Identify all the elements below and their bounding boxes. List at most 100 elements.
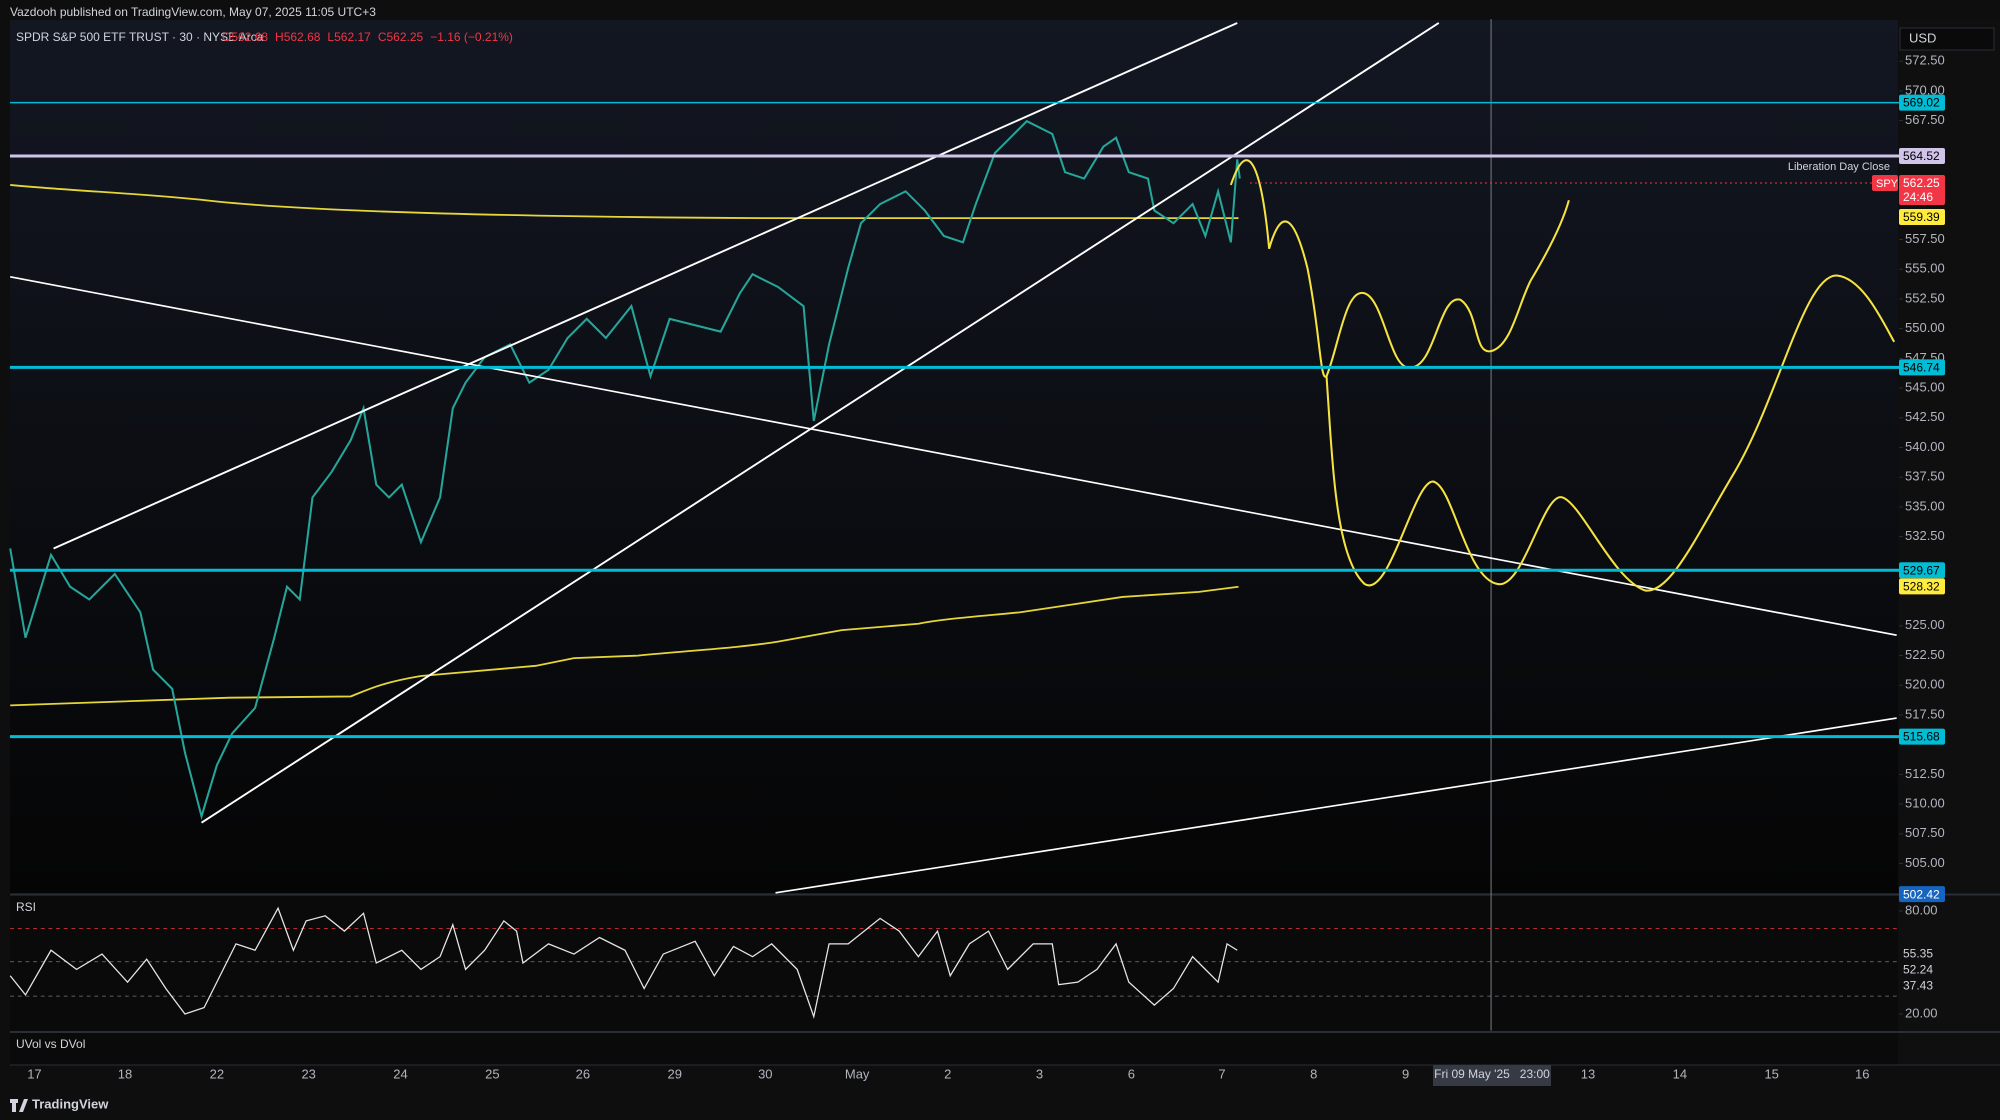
time-label: 8 (1310, 1066, 1317, 1081)
projection (1229, 159, 1570, 378)
rsi-pane (10, 896, 1898, 1031)
uvol-title: UVol vs DVol (16, 1037, 85, 1051)
level-label: 502.42 (1903, 887, 1940, 901)
ohlc-low: L562.17 (327, 30, 371, 44)
time-label: 2 (944, 1066, 951, 1081)
moving-average (10, 585, 1239, 707)
price-tick-label: 552.50 (1905, 290, 1945, 305)
price-tick-label: 507.50 (1905, 825, 1945, 840)
price-tick-label: 567.50 (1905, 112, 1945, 127)
price-tick-label: 532.50 (1905, 528, 1945, 543)
currency: USD (1909, 30, 1936, 45)
uvol-pane (10, 1033, 1898, 1065)
price-tick-label: 555.00 (1905, 261, 1945, 276)
time-label: 18 (118, 1066, 132, 1081)
time-label: 29 (668, 1066, 682, 1081)
ohlc-change: −1.16 (−0.21%) (430, 30, 513, 44)
price-tick-label: 540.00 (1905, 439, 1945, 454)
price-tick-label: 572.50 (1905, 53, 1945, 68)
time-label: 30 (758, 1066, 772, 1081)
price-tick-label: 505.00 (1905, 855, 1945, 870)
price-tick-label: 510.00 (1905, 796, 1945, 811)
level-box (1899, 148, 1945, 165)
footer-bar (0, 1091, 2000, 1120)
countdown: 24:46 (1903, 190, 1933, 204)
annotation: Liberation Day Close (1788, 161, 1890, 173)
level-label: 515.68 (1903, 730, 1940, 744)
price-tick-label: 535.00 (1905, 498, 1945, 513)
time-label: 3 (1036, 1066, 1043, 1081)
trendline (10, 275, 1897, 637)
level-label: 559.39 (1903, 210, 1940, 224)
rsi-value-label: 52.24 (1903, 962, 1933, 976)
rsi-value-label: 37.43 (1903, 978, 1933, 992)
time-label: 15 (1764, 1066, 1778, 1081)
ohlc-open: O562.68 (222, 30, 268, 44)
ohlc-close: C562.25 (378, 30, 424, 44)
price-tick-label: 550.00 (1905, 320, 1945, 335)
time-label: May (845, 1066, 870, 1081)
trendline (53, 22, 1238, 550)
price-path (9, 119, 1241, 821)
level-box (1899, 94, 1945, 111)
publisher: Vazdooh published on TradingView.com, Ma… (10, 5, 376, 19)
time-label: 7 (1218, 1066, 1225, 1081)
rsi-value-label: 55.35 (1903, 946, 1933, 960)
price-tick-label: 525.00 (1905, 617, 1945, 632)
last-price-box (1899, 175, 1945, 206)
rsi-tick-label: 20.00 (1905, 1005, 1938, 1020)
time-label: 26 (576, 1066, 590, 1081)
rsi-value-box (1899, 961, 1945, 978)
crosshair-label: Fri 09 May '25 23:00 (1434, 1067, 1550, 1081)
rsi-tick-label: 80.00 (1905, 902, 1938, 917)
ohlc-high: H562.68 (275, 30, 321, 44)
price-tick-label: 557.50 (1905, 231, 1945, 246)
level-box (1899, 886, 1945, 903)
time-label: 13 (1581, 1066, 1595, 1081)
drawings (9, 19, 1898, 1031)
price-tick-label: 537.50 (1905, 469, 1945, 484)
price-tick-label: 542.50 (1905, 409, 1945, 424)
symbol-label: SPY (1876, 178, 1899, 190)
footer-brand: TradingView (32, 1096, 109, 1111)
level-label: 546.74 (1903, 361, 1940, 375)
time-label: 6 (1128, 1066, 1135, 1081)
logo (10, 1099, 28, 1112)
level-label: 528.32 (1903, 579, 1940, 593)
level-label: 529.67 (1903, 563, 1940, 577)
currency-box (1899, 27, 1995, 51)
time-label: 17 (27, 1066, 41, 1081)
time-label: 14 (1673, 1066, 1687, 1081)
crosshair-box (1433, 1065, 1551, 1086)
price-tick-label: 570.00 (1905, 82, 1945, 97)
symbol-box (1872, 175, 1898, 192)
projection (1325, 274, 1896, 592)
price-tick-label: 545.00 (1905, 380, 1945, 395)
last-price-label: 562.25 (1903, 176, 1940, 190)
level-box (1899, 728, 1945, 745)
level-box (1899, 578, 1945, 595)
price-tick-label: 520.00 (1905, 677, 1945, 692)
time-label: 23 (301, 1066, 315, 1081)
price-tick-label: 512.50 (1905, 766, 1945, 781)
price-tick-label: 522.50 (1905, 647, 1945, 662)
level-label: 564.52 (1903, 149, 1940, 163)
trendline (775, 717, 1897, 894)
time-label: 16 (1855, 1066, 1869, 1081)
time-label: 9 (1402, 1066, 1409, 1081)
price-tick-label: 517.50 (1905, 706, 1945, 721)
time-label: 25 (485, 1066, 499, 1081)
rsi-value-box (1899, 977, 1945, 994)
level-label: 569.02 (1903, 96, 1940, 110)
rsi-line (9, 906, 1238, 1019)
moving-average (10, 184, 1239, 220)
level-box (1899, 562, 1945, 579)
level-box (1899, 359, 1945, 376)
symbol: SPDR S&P 500 ETF TRUST · 30 · NYSE Arca (16, 30, 264, 44)
rsi-value-box (1899, 945, 1945, 962)
time-label: 24 (393, 1066, 407, 1081)
time-label: 22 (210, 1066, 224, 1081)
level-box (1899, 209, 1945, 226)
